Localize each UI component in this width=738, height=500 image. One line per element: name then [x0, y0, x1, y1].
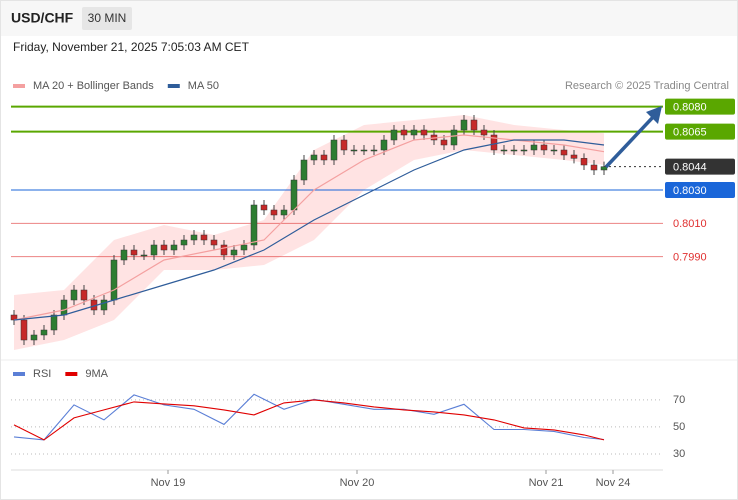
candle-body	[550, 149, 558, 152]
legend-label: 9MA	[85, 368, 108, 380]
interval[interactable]: 30 MIN	[88, 11, 127, 25]
candle-body	[400, 129, 408, 136]
candle-body	[520, 149, 528, 152]
candle-body	[570, 154, 578, 159]
level-box	[665, 123, 735, 140]
indicator-line	[13, 399, 605, 441]
timestamp: Friday, November 21, 2025 7:05:03 AM CET	[13, 40, 250, 54]
candle-body	[320, 154, 328, 161]
candle-body	[190, 234, 198, 241]
candle-body	[420, 129, 428, 136]
level-box	[665, 98, 735, 115]
candle-body	[300, 159, 308, 181]
candle-body	[260, 204, 268, 211]
candle-body	[360, 149, 368, 152]
annotation: Research © 2025 Trading Central	[565, 80, 729, 92]
candle-body	[20, 319, 28, 341]
level-label: 0.8030	[673, 185, 707, 197]
legend-swatch	[65, 372, 78, 376]
candle-body	[470, 119, 478, 131]
candle-body	[120, 249, 128, 261]
candle-body	[240, 244, 248, 251]
candle-body	[380, 139, 388, 151]
bollinger-band	[14, 115, 604, 350]
candle-body	[200, 234, 208, 241]
candle-body	[60, 299, 68, 316]
candle-body	[100, 299, 108, 311]
candle-body	[230, 249, 238, 256]
candle-body	[30, 334, 38, 341]
candle-body	[350, 149, 358, 152]
candle-body	[270, 209, 278, 216]
level-label: 0.8065	[673, 127, 707, 139]
forecast-arrow	[604, 113, 657, 169]
candle-body	[500, 149, 508, 152]
candle-body	[80, 289, 88, 301]
y-tick-label: 30	[673, 448, 685, 460]
candle-body	[490, 134, 498, 151]
candle-body	[340, 139, 348, 151]
x-tick-label: Nov 20	[340, 477, 375, 489]
candle-body	[130, 249, 138, 256]
level-label: 0.7990	[673, 252, 707, 264]
legend-label: MA 20 + Bollinger Bands	[33, 80, 154, 92]
candle-body	[290, 179, 298, 211]
chart-layer: 0.8080 0.8065 0.8044 0.8030 0.8010 0.7990 MA 2…	[10, 80, 735, 489]
candle-body	[560, 149, 568, 156]
level-label: 0.8044	[673, 162, 707, 174]
x-tick-label: Nov 21	[529, 477, 564, 489]
indicator-line	[13, 393, 605, 441]
candle-body	[40, 329, 48, 336]
candle-body	[580, 158, 588, 166]
candle-body	[450, 129, 458, 146]
level-box	[665, 158, 735, 175]
candle-body	[480, 129, 488, 136]
legend-swatch	[13, 84, 25, 88]
candle-body	[280, 209, 288, 216]
candle-body	[210, 239, 218, 246]
candle-body	[180, 239, 188, 246]
level-label: 0.8010	[673, 218, 707, 230]
candle-body	[390, 129, 398, 141]
candle-body	[310, 154, 318, 161]
x-tick-label: Nov 19	[151, 477, 186, 489]
candle-body	[370, 149, 378, 152]
ma-line	[13, 139, 605, 321]
interval-box[interactable]	[82, 7, 132, 30]
candle-body	[70, 289, 78, 301]
candle-body	[530, 144, 538, 151]
symbol: USD/CHF	[11, 10, 74, 26]
legend-swatch	[167, 84, 180, 88]
candle-body	[410, 129, 418, 136]
candle-body	[110, 259, 118, 301]
legend-label: MA 50	[188, 80, 219, 92]
candle-body	[540, 144, 548, 151]
candle-body	[170, 244, 178, 251]
candle-body	[600, 166, 608, 171]
y-tick-label: 50	[673, 421, 685, 433]
candle-body	[460, 119, 468, 131]
y-tick-label: 70	[673, 394, 685, 406]
legend-swatch	[13, 372, 25, 376]
candle-body	[510, 149, 518, 152]
candle-body	[250, 204, 258, 246]
forecast-arrowhead	[646, 106, 662, 124]
candle-body	[50, 314, 58, 331]
candle-body	[590, 164, 598, 171]
candle-body	[220, 244, 228, 256]
legend-label: RSI	[33, 368, 51, 380]
level-box	[665, 182, 735, 198]
candle-body	[160, 244, 168, 251]
level-label: 0.8080	[673, 102, 707, 114]
candle-body	[140, 254, 148, 257]
candle-body	[330, 139, 338, 161]
x-tick-label: Nov 24	[596, 477, 631, 489]
candle-body	[440, 139, 448, 146]
candle-body	[150, 244, 158, 256]
